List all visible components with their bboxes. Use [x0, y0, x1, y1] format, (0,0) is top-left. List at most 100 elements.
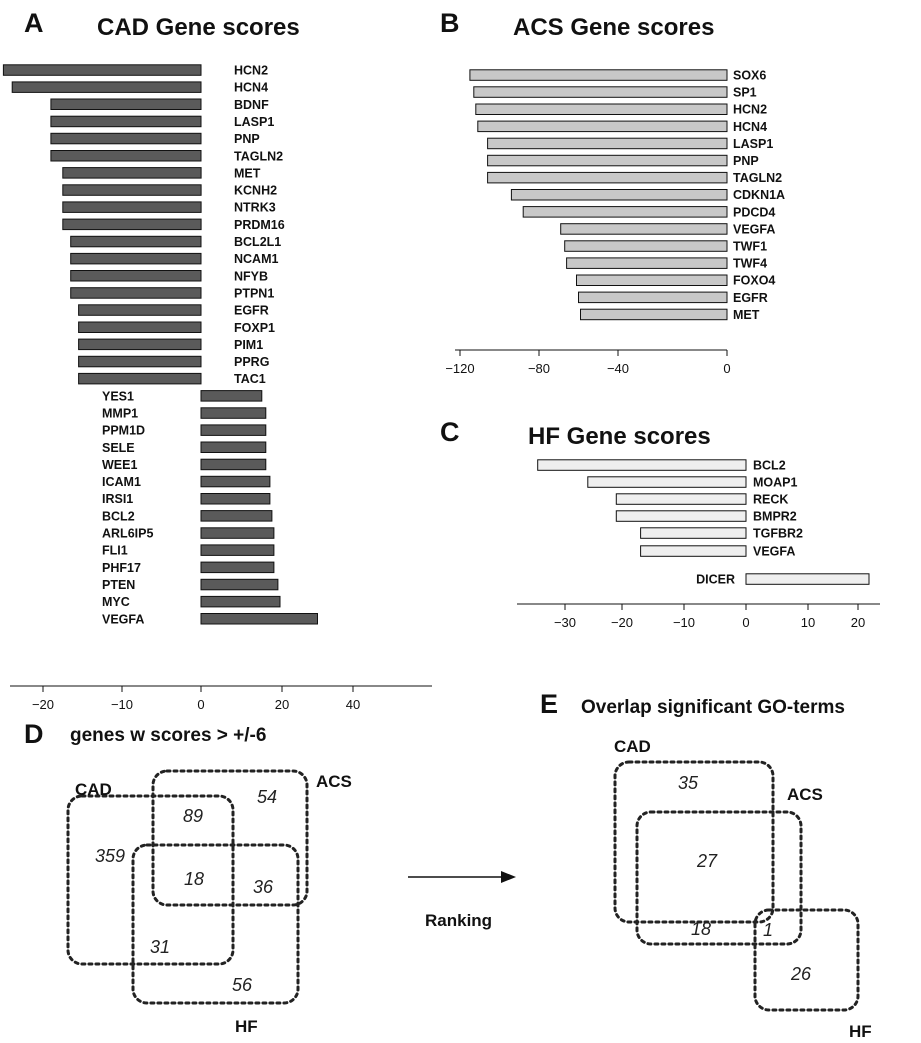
venn-e-acs-only: 18	[691, 919, 711, 939]
venn-d-hf-label: HF	[235, 1017, 258, 1036]
venn-e-cad-box	[613, 760, 775, 924]
bar-a-yes1	[200, 390, 263, 402]
bar-a-ptpn1	[70, 287, 202, 299]
gene-label-a-nfyb: NFYB	[234, 269, 268, 283]
bar-a-pim1	[78, 338, 202, 351]
gene-label-b-hcn2: HCN2	[733, 103, 767, 117]
bar-a-tagln2	[50, 150, 202, 162]
bar-a-prdm16	[62, 218, 202, 231]
bar-a-hcn4	[11, 81, 202, 93]
x-tick-label-b: −80	[528, 361, 550, 376]
gene-label-a-met: MET	[234, 166, 261, 180]
gene-label-b-sox6: SOX6	[733, 69, 766, 83]
venn-e-cad-only: 35	[678, 773, 699, 793]
x-tick-label-c: 20	[851, 615, 865, 630]
gene-label-a-pim1: PIM1	[234, 338, 263, 352]
bar-a-pprg	[78, 355, 202, 368]
bar-a-nfyb	[70, 270, 202, 282]
venn-d-acs-box	[151, 769, 309, 907]
bar-a-hcn2	[2, 64, 202, 76]
gene-label-b-met: MET	[733, 308, 760, 322]
venn-e-acs-hf: 1	[763, 920, 773, 940]
gene-label-a-hcn4: HCN4	[234, 81, 268, 95]
gene-label-b-twf1: TWF1	[733, 240, 767, 254]
hf-gene-scores-chart: BCL2 MOAP1 RECK BMPR2 TGFBR2 VEGFA DICER −30 −20…	[517, 459, 880, 630]
gene-label-b-vegfa: VEGFA	[733, 222, 775, 236]
acs-gene-scores-chart: SOX6 SP1 HCN2 HCN4 LASP1 PNP TAGLN2 CDKN1A PDCD4…	[445, 69, 785, 377]
panel-a: A CAD Gene scores HCN2 HCN4 BDNF LASP1 PNP TA…	[2, 8, 432, 712]
bar-a-met	[62, 167, 202, 179]
bar-a-ncam1	[70, 252, 202, 265]
gene-label-b-cdkn1a: CDKN1A	[733, 188, 785, 202]
bar-a-egfr	[78, 304, 202, 316]
gene-label-b-tagln2: TAGLN2	[733, 171, 782, 185]
gene-label-a-yes1: YES1	[102, 389, 134, 403]
venn-e-hf-label: HF	[849, 1022, 872, 1041]
x-tick-label-a: 20	[275, 697, 289, 712]
gene-label-a-foxp1: FOXP1	[234, 321, 275, 335]
bar-a-wee1	[200, 458, 267, 471]
gene-label-a-vegfa: VEGFA	[102, 612, 144, 626]
bar-b-vegfa	[560, 223, 728, 235]
venn-d-hf-only: 56	[232, 975, 253, 995]
gene-label-a-bdnf: BDNF	[234, 98, 269, 112]
bar-a-bdnf	[50, 98, 202, 110]
gene-label-a-phf17: PHF17	[102, 561, 141, 575]
gene-label-a-ppm1d: PPM1D	[102, 424, 145, 438]
arrow-label: Ranking	[425, 911, 492, 930]
x-tick-label-a: 40	[346, 697, 360, 712]
gene-label-a-arl6ip5: ARL6IP5	[102, 527, 153, 541]
arrow-head	[501, 871, 516, 883]
venn-e-acs-box	[635, 810, 803, 946]
panel-c-letter: C	[440, 417, 460, 447]
bar-c-bmpr2	[615, 510, 747, 522]
panel-b-letter: B	[440, 8, 460, 38]
gene-label-a-sele: SELE	[102, 441, 135, 455]
gene-label-a-bcl2l1: BCL2L1	[234, 235, 281, 249]
venn-d-acs-label: ACS	[316, 772, 352, 791]
venn-d-hf-box	[131, 843, 300, 1005]
bar-a-vegfa	[200, 613, 318, 625]
gene-label-c-tgfbr2: TGFBR2	[753, 527, 803, 541]
bar-a-mmp1	[200, 407, 267, 419]
gene-label-c-moap1: MOAP1	[753, 476, 798, 490]
gene-label-a-bcl2: BCL2	[102, 509, 135, 523]
gene-label-b-lasp1: LASP1	[733, 137, 773, 151]
gene-label-a-ptpn1: PTPN1	[234, 286, 274, 300]
x-tick-label-c: −20	[611, 615, 633, 630]
venn-d-acs-hf: 36	[253, 877, 274, 897]
venn-d-cad-acs: 89	[183, 806, 203, 826]
gene-label-b-pdcd4: PDCD4	[733, 205, 775, 219]
gene-label-c-bcl2: BCL2	[753, 459, 786, 473]
cad-gene-scores-chart: HCN2 HCN4 BDNF LASP1 PNP TAGLN2 MET KCNH2 NTRK3 P…	[2, 64, 432, 712]
venn-d-all-three: 18	[184, 869, 204, 889]
bar-a-myc	[200, 595, 281, 608]
panel-b: B ACS Gene scores SOX6 SP1 HCN2 HCN4 LASP1 PN…	[440, 8, 785, 376]
gene-label-b-egfr: EGFR	[733, 291, 768, 305]
venn-d-cad-hf: 31	[150, 937, 170, 957]
bar-b-egfr	[578, 291, 728, 304]
panel-c-title: HF Gene scores	[528, 423, 711, 450]
gene-label-a-pnp: PNP	[234, 132, 260, 146]
bar-b-sp1	[473, 86, 728, 98]
gene-label-b-pnp: PNP	[733, 154, 759, 168]
panel-d-title: genes w scores > +/-6	[70, 725, 266, 746]
x-tick-label-b: −120	[445, 361, 474, 376]
gene-label-b-foxo4: FOXO4	[733, 274, 775, 288]
venn-d-acs-only: 54	[257, 787, 277, 807]
bar-b-foxo4	[576, 274, 728, 286]
bar-b-met	[580, 308, 728, 321]
panel-e: E Overlap significant GO-terms CAD ACS H…	[540, 689, 872, 1041]
panel-e-letter: E	[540, 689, 558, 719]
panel-b-title: ACS Gene scores	[513, 14, 714, 41]
x-tick-label-b: −40	[607, 361, 629, 376]
bar-b-twf4	[566, 257, 728, 269]
bar-b-sox6	[469, 69, 728, 81]
bar-a-pten	[200, 578, 279, 591]
x-tick-label-a: −10	[111, 697, 133, 712]
bar-c-dicer	[745, 573, 870, 585]
panel-a-title: CAD Gene scores	[97, 14, 300, 41]
gene-label-a-prdm16: PRDM16	[234, 218, 285, 232]
venn-d-cad-label: CAD	[75, 780, 112, 799]
